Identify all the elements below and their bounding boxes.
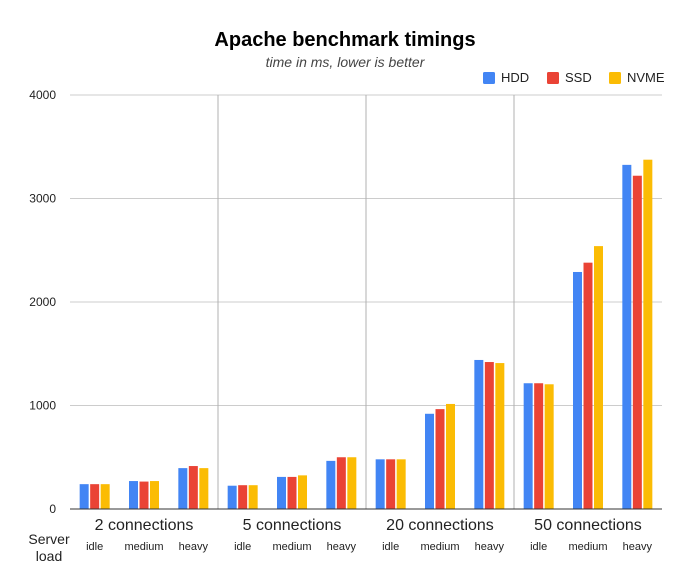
grid-layer	[70, 94, 662, 509]
bar-nvme-3-idle	[396, 459, 406, 509]
x-sub-label: medium	[568, 541, 607, 553]
bar-nvme-4-medium	[594, 246, 603, 510]
y-tick-label: 3000	[29, 192, 56, 206]
bar-nvme-4-heavy	[643, 159, 653, 509]
bar-ssd-3-heavy	[484, 362, 494, 509]
bar-ssd-1-idle	[90, 484, 100, 509]
bar-ssd-4-heavy	[632, 175, 642, 510]
axis-layer: 0 1000 2000 3000 4000 idle medium heavy 2 connec…	[28, 88, 662, 564]
bar-hdd-4-idle	[523, 383, 533, 509]
bar-hdd-1-idle	[79, 484, 89, 509]
bar-hdd-4-heavy	[622, 164, 632, 510]
x-sub-label: heavy	[475, 541, 505, 553]
x-sub-label: idle	[234, 541, 251, 553]
x-sub-label: medium	[420, 541, 459, 553]
x-group-label: 2 connections	[95, 517, 194, 534]
bar-nvme-2-heavy	[347, 457, 357, 509]
bar-nvme-1-idle	[100, 484, 110, 509]
bar-ssd-3-idle	[386, 459, 396, 509]
x-group-label: 20 connections	[386, 517, 494, 534]
bar-ssd-2-idle	[238, 485, 248, 509]
bar-hdd-2-idle	[227, 485, 237, 509]
x-sub-label: heavy	[179, 541, 209, 553]
bar-hdd-4-medium	[573, 271, 582, 509]
bar-nvme-1-heavy	[199, 468, 209, 509]
x-sub-label: medium	[124, 541, 163, 553]
bar-nvme-4-idle	[544, 384, 554, 509]
x-sub-label: heavy	[327, 541, 357, 553]
y-tick-label: 1000	[29, 399, 56, 413]
bar-hdd-3-heavy	[474, 359, 484, 509]
y-tick-label: 2000	[29, 295, 56, 309]
y-tick-label: 4000	[29, 88, 56, 102]
bar-nvme-3-medium	[446, 403, 455, 509]
bar-nvme-1-medium	[150, 481, 159, 509]
bar-nvme-2-medium	[298, 475, 307, 509]
x-group-label: 5 connections	[243, 517, 342, 534]
bar-hdd-2-medium	[277, 476, 286, 509]
legend-label-nvme: NVME	[627, 70, 665, 85]
bar-hdd-1-heavy	[178, 468, 188, 509]
x-sub-label: heavy	[623, 541, 653, 553]
bars-layer	[79, 159, 653, 510]
bar-ssd-1-heavy	[188, 466, 198, 509]
bar-ssd-2-heavy	[336, 457, 346, 509]
bar-ssd-4-medium	[583, 262, 593, 509]
bar-hdd-3-idle	[375, 459, 385, 509]
bar-hdd-3-medium	[425, 413, 434, 509]
bar-hdd-1-medium	[129, 481, 138, 509]
x-sub-label: idle	[382, 541, 399, 553]
x-sub-label: idle	[86, 541, 103, 553]
legend-swatch-ssd	[547, 72, 559, 84]
chart-title: Apache benchmark timings	[214, 29, 475, 51]
legend-swatch-nvme	[609, 72, 621, 84]
bar-ssd-3-medium	[435, 409, 445, 509]
x-sub-label: idle	[530, 541, 547, 553]
bar-nvme-2-idle	[248, 485, 258, 509]
bar-nvme-3-heavy	[495, 363, 505, 509]
x-axis-title: Server load	[28, 531, 70, 564]
legend: HDD SSD NVME	[483, 70, 665, 85]
bar-ssd-2-medium	[287, 476, 297, 509]
legend-swatch-hdd	[483, 72, 495, 84]
chart-subtitle: time in ms, lower is better	[266, 54, 426, 70]
bar-ssd-4-idle	[534, 383, 544, 509]
y-tick-label: 0	[49, 502, 56, 516]
x-sub-label: medium	[272, 541, 311, 553]
x-group-label: 50 connections	[534, 517, 642, 534]
legend-label-hdd: HDD	[501, 70, 529, 85]
bar-hdd-2-heavy	[326, 460, 336, 509]
bar-ssd-1-medium	[139, 481, 149, 509]
legend-label-ssd: SSD	[565, 70, 592, 85]
